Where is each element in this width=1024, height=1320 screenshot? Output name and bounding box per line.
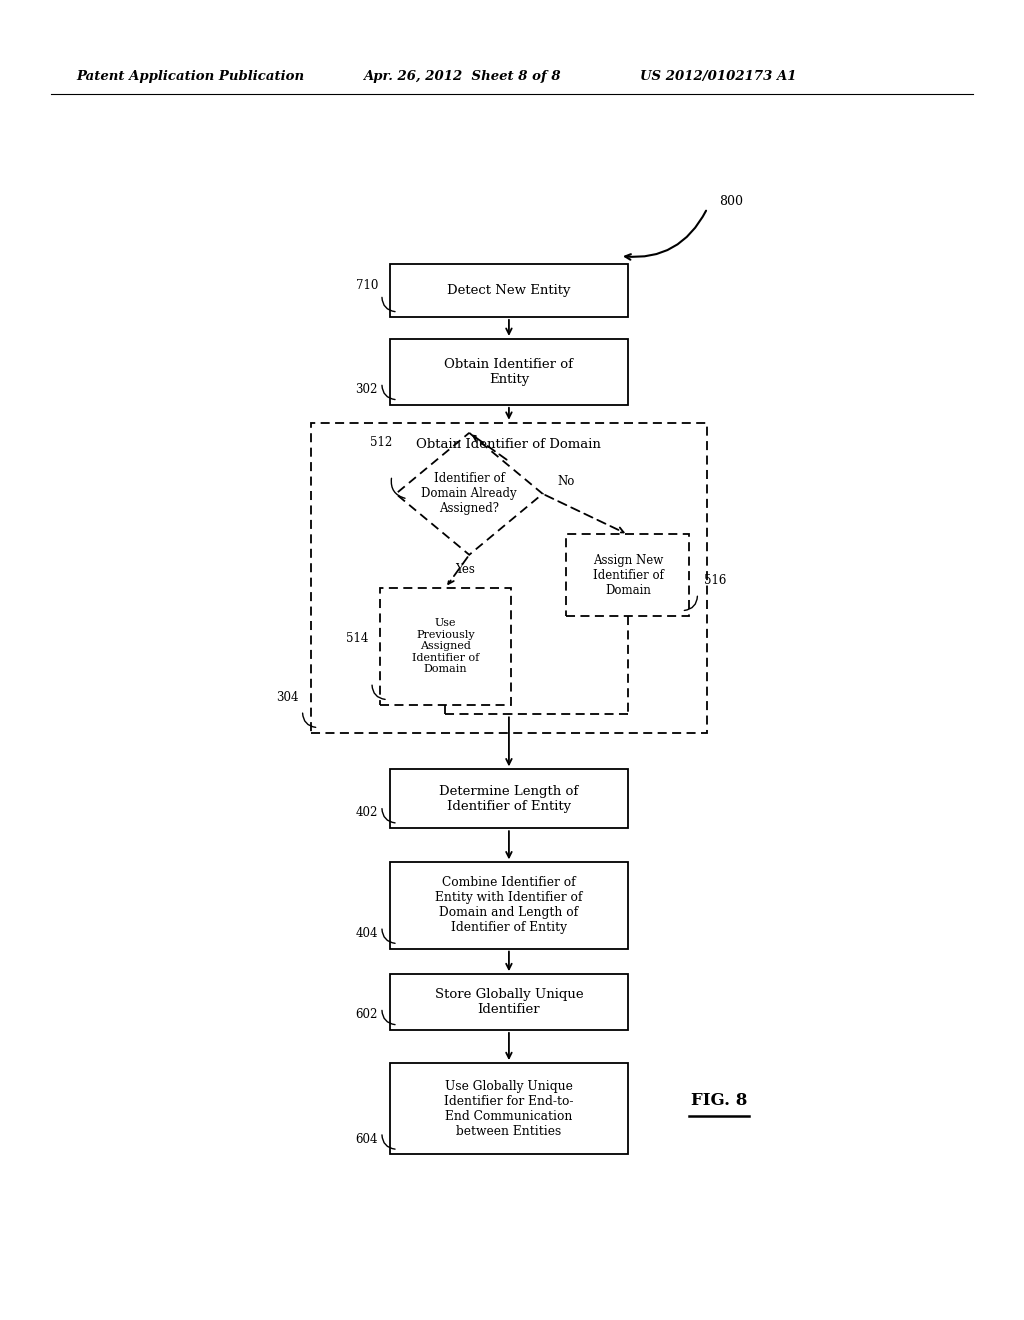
FancyBboxPatch shape <box>390 264 628 317</box>
Text: 302: 302 <box>355 383 378 396</box>
FancyBboxPatch shape <box>390 770 628 828</box>
Polygon shape <box>396 433 543 554</box>
Text: 512: 512 <box>370 437 392 450</box>
Text: 604: 604 <box>355 1133 378 1146</box>
FancyBboxPatch shape <box>380 587 511 705</box>
FancyBboxPatch shape <box>390 862 628 949</box>
FancyBboxPatch shape <box>390 974 628 1030</box>
Text: Use Globally Unique
Identifier for End-to-
End Communication
between Entities: Use Globally Unique Identifier for End-t… <box>444 1080 573 1138</box>
Text: Use
Previously
Assigned
Identifier of
Domain: Use Previously Assigned Identifier of Do… <box>412 618 479 675</box>
Text: Apr. 26, 2012  Sheet 8 of 8: Apr. 26, 2012 Sheet 8 of 8 <box>364 70 561 83</box>
FancyBboxPatch shape <box>390 1063 628 1155</box>
Text: Determine Length of
Identifier of Entity: Determine Length of Identifier of Entity <box>439 784 579 813</box>
Text: Identifier of
Domain Already
Assigned?: Identifier of Domain Already Assigned? <box>422 473 517 515</box>
FancyBboxPatch shape <box>310 422 708 733</box>
Text: Detect New Entity: Detect New Entity <box>447 284 570 297</box>
Text: 602: 602 <box>355 1008 378 1022</box>
Text: Combine Identifier of
Entity with Identifier of
Domain and Length of
Identifier : Combine Identifier of Entity with Identi… <box>435 876 583 935</box>
Text: 404: 404 <box>355 927 378 940</box>
Text: No: No <box>557 475 574 488</box>
Text: 402: 402 <box>355 807 378 820</box>
Text: Obtain Identifier of
Entity: Obtain Identifier of Entity <box>444 358 573 385</box>
Text: 800: 800 <box>719 194 743 207</box>
Text: Obtain Identifier of Domain: Obtain Identifier of Domain <box>417 438 601 451</box>
Text: 514: 514 <box>346 632 368 644</box>
Text: 516: 516 <box>703 574 726 586</box>
FancyBboxPatch shape <box>566 535 689 616</box>
Text: 304: 304 <box>276 690 299 704</box>
Text: Store Globally Unique
Identifier: Store Globally Unique Identifier <box>434 987 584 1016</box>
Text: Yes: Yes <box>456 562 475 576</box>
Text: US 2012/0102173 A1: US 2012/0102173 A1 <box>640 70 797 83</box>
FancyBboxPatch shape <box>390 339 628 405</box>
Text: Assign New
Identifier of
Domain: Assign New Identifier of Domain <box>593 553 664 597</box>
Text: FIG. 8: FIG. 8 <box>691 1092 748 1109</box>
Text: Patent Application Publication: Patent Application Publication <box>77 70 305 83</box>
Text: 710: 710 <box>355 279 378 292</box>
